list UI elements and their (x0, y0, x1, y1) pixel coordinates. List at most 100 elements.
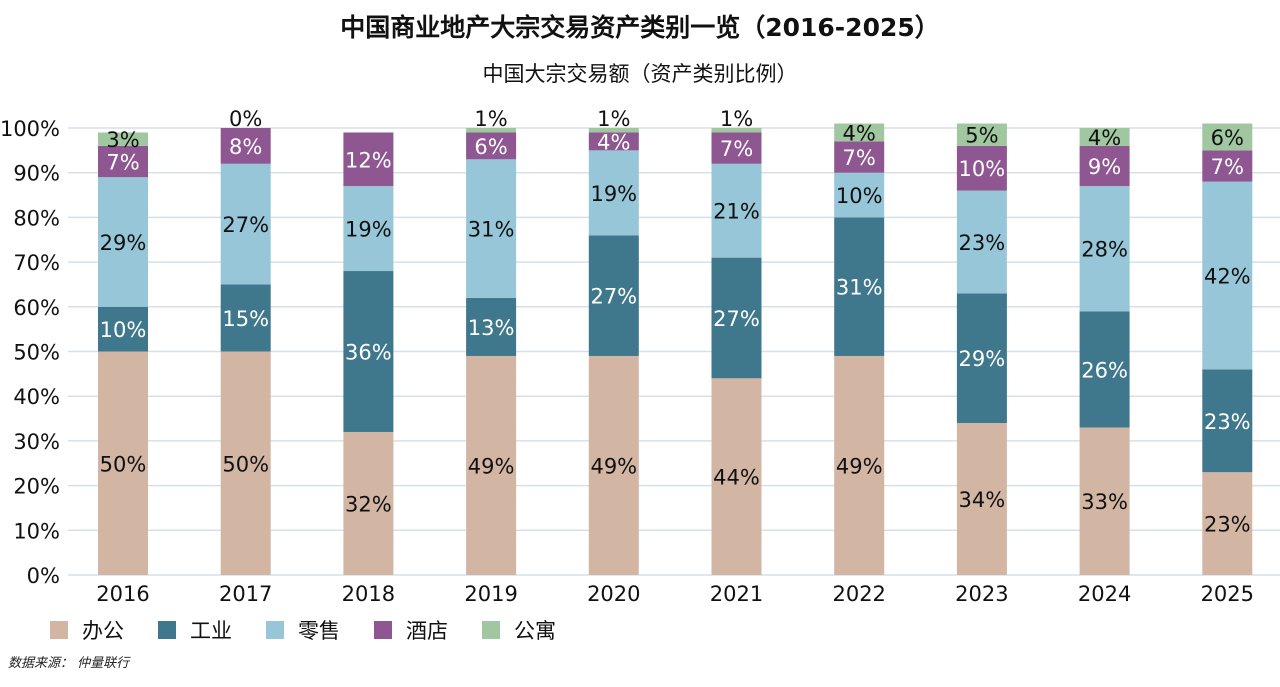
legend-swatch (158, 621, 176, 639)
data-label: 1% (597, 107, 630, 131)
bar-segment (466, 355, 517, 575)
bar-segment (98, 351, 148, 575)
y-tick-label: 0% (27, 564, 60, 588)
data-label: 29% (959, 347, 1006, 371)
bar-segment (956, 190, 1007, 294)
bar-segment (1202, 123, 1253, 151)
bar-segment (1079, 427, 1130, 575)
data-label: 27% (590, 285, 637, 309)
bar-segment (1079, 311, 1130, 428)
bar-segment (834, 172, 885, 218)
x-tick-label: 2021 (710, 582, 763, 606)
data-label: 34% (959, 488, 1006, 512)
bar-segment (98, 145, 148, 178)
data-source: 数据来源： 仲量联行 (8, 656, 130, 671)
y-tick-label: 90% (13, 162, 60, 186)
data-label: 0% (229, 107, 262, 131)
data-label: 7% (843, 146, 876, 170)
y-tick-label: 10% (13, 519, 60, 543)
y-tick-label: 40% (13, 385, 60, 409)
data-label: 29% (100, 231, 147, 255)
data-label: 27% (713, 307, 760, 331)
data-label: 23% (959, 231, 1006, 255)
data-label: 9% (1088, 155, 1121, 179)
y-tick-label: 100% (0, 117, 60, 141)
data-label: 6% (1211, 126, 1244, 150)
legend-label: 零售 (298, 619, 340, 643)
bar-segment (711, 163, 762, 258)
legend-label: 工业 (190, 619, 232, 643)
data-label: 7% (1211, 155, 1244, 179)
data-label: 28% (1081, 238, 1128, 262)
data-label: 4% (843, 121, 876, 145)
bar-segment (1079, 145, 1130, 187)
data-label: 19% (345, 218, 392, 242)
x-tick-label: 2016 (96, 582, 149, 606)
bar-segment (588, 150, 639, 236)
legend: 办公 工业 零售 酒店 公寓 (50, 615, 556, 645)
x-tick-label: 2019 (464, 582, 517, 606)
data-label: 7% (720, 137, 753, 161)
bar-segment (711, 378, 762, 575)
bar-segment (1202, 369, 1253, 473)
data-label: 7% (106, 151, 139, 175)
legend-swatch (482, 621, 500, 639)
legend-swatch (374, 621, 392, 639)
x-tick-label: 2017 (219, 582, 272, 606)
bar-segment (466, 297, 517, 356)
data-label: 3% (106, 128, 139, 152)
data-label: 44% (713, 466, 760, 490)
bar-segment (466, 128, 517, 133)
bar-segment (956, 293, 1007, 424)
data-label: 13% (468, 316, 515, 340)
data-label: 6% (474, 135, 507, 159)
legend-label: 办公 (82, 619, 124, 643)
bar-segment (588, 128, 639, 133)
bar-segment (834, 123, 885, 142)
data-label: 23% (1204, 513, 1251, 537)
data-label: 1% (474, 107, 507, 131)
data-label: 8% (229, 135, 262, 159)
data-label: 1% (720, 107, 753, 131)
bar-segment (711, 128, 762, 133)
bar-segment (834, 355, 885, 575)
y-tick-label: 80% (13, 206, 60, 230)
bar-segment (1202, 150, 1253, 182)
data-label: 21% (713, 200, 760, 224)
bar-segment (711, 132, 762, 164)
data-label: 36% (345, 341, 392, 365)
data-label: 4% (597, 130, 630, 154)
legend-swatch (266, 621, 284, 639)
data-label: 10% (100, 318, 147, 342)
data-label: 5% (965, 124, 998, 148)
legend-item: 工业 (158, 615, 232, 645)
x-tick-label: 2022 (832, 582, 885, 606)
data-label: 50% (100, 452, 147, 476)
data-label: 49% (590, 454, 637, 478)
bar-segment (343, 431, 394, 575)
y-tick-label: 20% (13, 475, 60, 499)
y-tick-label: 60% (13, 296, 60, 320)
bar-segment (466, 132, 517, 160)
data-label: 27% (222, 213, 269, 237)
bar-segment (220, 284, 271, 352)
bar-segment (1202, 472, 1253, 575)
bar-segment (956, 123, 1007, 146)
data-label: 26% (1081, 358, 1128, 382)
bar-segment (834, 217, 885, 356)
bar-segment (98, 132, 148, 146)
chart-title: 中国商业地产大宗交易资产类别一览（2016-2025） (340, 13, 940, 42)
data-label: 49% (836, 454, 883, 478)
bar-segment (98, 306, 148, 352)
x-tick-label: 2024 (1078, 582, 1131, 606)
chart-subtitle: 中国大宗交易额（资产类别比例） (482, 62, 798, 86)
data-label: 15% (222, 307, 269, 331)
legend-item: 酒店 (374, 615, 448, 645)
y-tick-label: 30% (13, 430, 60, 454)
legend-item: 公寓 (482, 615, 556, 645)
data-label: 32% (345, 492, 392, 516)
y-tick-label: 50% (13, 341, 60, 365)
bar-segment (343, 132, 394, 187)
data-label: 33% (1081, 490, 1128, 514)
